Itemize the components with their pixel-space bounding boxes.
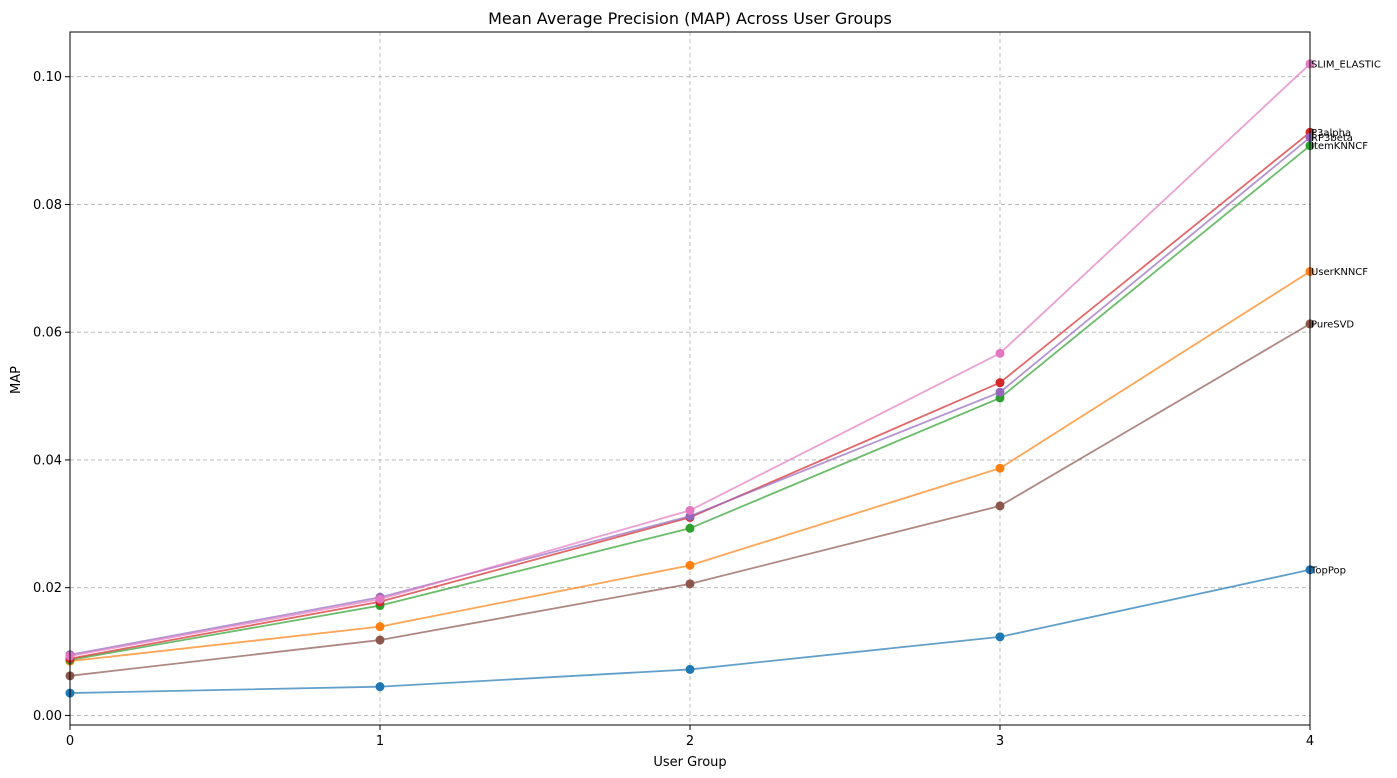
series-end-label: P3alpha [1311, 128, 1351, 139]
data-point [375, 594, 385, 604]
series-end-label: UserKNNCF [1311, 267, 1368, 278]
data-point [995, 463, 1005, 473]
y-axis-label: MAP [9, 366, 24, 394]
data-point [995, 501, 1005, 511]
series-lines [65, 59, 1315, 698]
chart-title: Mean Average Precision (MAP) Across User… [488, 9, 892, 28]
data-point [995, 632, 1005, 642]
data-point [375, 622, 385, 632]
data-point [375, 682, 385, 692]
series-slim-elastic [65, 59, 1315, 661]
data-point [685, 664, 695, 674]
axes: 0 1 2 3 4 0.00 0.02 0.04 0.06 0.08 0.10 [33, 31, 1314, 749]
x-axis-label: User Group [653, 755, 726, 770]
series-end-label: SLIM_ELASTIC [1311, 59, 1381, 70]
y-tick-label: 0.10 [33, 70, 62, 85]
data-point [685, 505, 695, 515]
y-tick-label: 0.02 [33, 581, 62, 596]
series-toppop [65, 565, 1315, 698]
series-end-label: ItemKNNCF [1311, 141, 1368, 152]
series-end-label: RP3beta [1311, 133, 1353, 144]
series-end-label: TopPop [1310, 565, 1346, 576]
data-point [685, 523, 695, 533]
x-tick-label: 3 [996, 734, 1004, 749]
data-point [995, 378, 1005, 388]
x-tick-label: 1 [376, 734, 384, 749]
x-tick-label: 2 [686, 734, 694, 749]
y-tick-label: 0.08 [33, 198, 62, 213]
series-end-label: PureSVD [1311, 319, 1354, 330]
series-puresvd [65, 319, 1315, 681]
data-point [995, 348, 1005, 358]
data-point [995, 387, 1005, 397]
x-tick-label: 4 [1306, 734, 1314, 749]
y-tick-label: 0.04 [33, 453, 62, 468]
data-point [375, 635, 385, 645]
data-point [685, 560, 695, 570]
y-tick-label: 0.00 [33, 709, 62, 724]
data-point [685, 579, 695, 589]
y-tick-label: 0.06 [33, 326, 62, 341]
x-tick-label: 0 [66, 734, 74, 749]
